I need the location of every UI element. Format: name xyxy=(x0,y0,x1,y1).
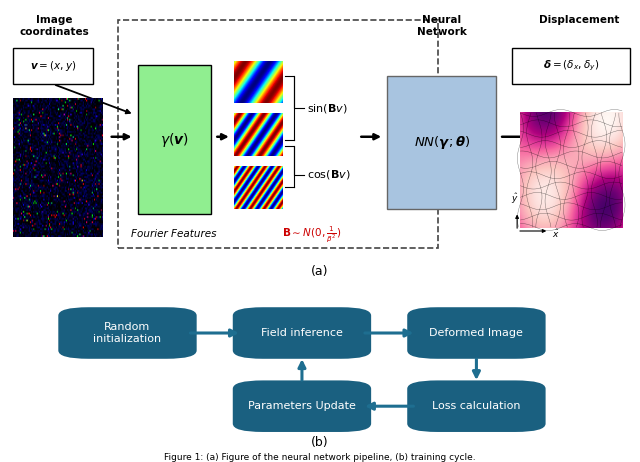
Text: (a): (a) xyxy=(311,265,329,278)
Text: (b): (b) xyxy=(311,437,329,450)
Text: $\hat{x}$: $\hat{x}$ xyxy=(552,227,559,240)
FancyBboxPatch shape xyxy=(407,380,545,432)
Bar xyxy=(138,65,211,214)
FancyBboxPatch shape xyxy=(407,307,545,359)
Text: Image
coordinates: Image coordinates xyxy=(20,15,89,37)
Text: Parameters Update: Parameters Update xyxy=(248,401,356,411)
Text: $\hat{y}$: $\hat{y}$ xyxy=(511,191,518,206)
Text: $\boldsymbol{v} = (x, y)$: $\boldsymbol{v} = (x, y)$ xyxy=(29,59,76,73)
Text: $\gamma(\boldsymbol{v})$: $\gamma(\boldsymbol{v})$ xyxy=(160,131,189,148)
FancyBboxPatch shape xyxy=(233,380,371,432)
Text: Displacement: Displacement xyxy=(539,15,620,25)
Text: Loss calculation: Loss calculation xyxy=(432,401,521,411)
Text: $\hat{y}$: $\hat{y}$ xyxy=(12,188,19,203)
Text: Figure 1: (a) Figure of the neural network pipeline, (b) training cycle.: Figure 1: (a) Figure of the neural netwo… xyxy=(164,453,476,462)
Bar xyxy=(118,20,438,248)
Text: $NN(\boldsymbol{\gamma}; \boldsymbol{\theta})$: $NN(\boldsymbol{\gamma}; \boldsymbol{\th… xyxy=(413,134,470,151)
Bar xyxy=(387,76,496,209)
Bar xyxy=(13,48,93,84)
Text: Neural
Network: Neural Network xyxy=(417,15,467,37)
FancyBboxPatch shape xyxy=(233,307,371,359)
Text: Fourier Features: Fourier Features xyxy=(131,229,217,239)
Text: $\mathbf{B}\sim N(0,\frac{1}{\beta^2})$: $\mathbf{B}\sim N(0,\frac{1}{\beta^2})$ xyxy=(282,225,341,245)
Text: Deformed Image: Deformed Image xyxy=(429,328,524,338)
FancyBboxPatch shape xyxy=(58,307,196,359)
Text: Field inference: Field inference xyxy=(261,328,343,338)
Text: $\hat{x}$: $\hat{x}$ xyxy=(50,227,58,240)
Text: $\boldsymbol{\delta} = (\delta_x, \delta_y)$: $\boldsymbol{\delta} = (\delta_x, \delta… xyxy=(543,59,599,73)
Text: Random
initialization: Random initialization xyxy=(93,322,161,344)
Text: $\sin(\mathbf{B}v)$: $\sin(\mathbf{B}v)$ xyxy=(307,102,348,115)
Text: $\cos(\mathbf{B}v)$: $\cos(\mathbf{B}v)$ xyxy=(307,168,351,182)
Bar xyxy=(512,48,630,84)
